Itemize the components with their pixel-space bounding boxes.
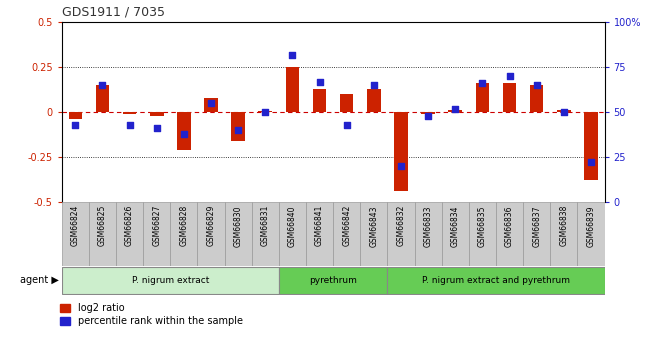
Bar [550,202,577,266]
Point [341,122,352,127]
Bar [387,202,415,266]
Bar [523,202,551,266]
Text: GSM66842: GSM66842 [342,205,351,246]
Bar [204,98,218,112]
Point [179,131,189,136]
Bar [313,89,326,112]
Text: GSM66828: GSM66828 [179,205,188,246]
Bar [415,202,442,266]
Point [287,52,298,58]
Bar [177,112,190,150]
Text: GSM66843: GSM66843 [369,205,378,247]
Point [423,113,434,118]
Bar [198,202,225,266]
Bar [285,67,299,112]
Bar [496,202,523,266]
Point [260,109,270,115]
Bar [252,202,279,266]
Text: GSM66827: GSM66827 [152,205,161,246]
Bar [584,112,598,180]
Text: GSM66826: GSM66826 [125,205,134,246]
Text: P. nigrum extract and pyrethrum: P. nigrum extract and pyrethrum [422,276,570,285]
Bar [448,110,462,112]
Point [124,122,135,127]
Bar [442,202,469,266]
Bar [150,112,164,116]
Bar [577,202,605,266]
Text: GSM66831: GSM66831 [261,205,270,246]
Point [206,100,216,106]
Bar [476,83,489,112]
Text: GSM66835: GSM66835 [478,205,487,247]
Text: GSM66825: GSM66825 [98,205,107,246]
Text: GSM66836: GSM66836 [505,205,514,247]
Bar [360,202,387,266]
Text: GSM66838: GSM66838 [559,205,568,246]
Bar [89,202,116,266]
Bar [225,202,252,266]
Bar [333,202,360,266]
Bar [231,112,245,141]
Text: pyrethrum: pyrethrum [309,276,357,285]
Bar [387,267,604,294]
Text: GSM66833: GSM66833 [424,205,433,247]
Bar [279,202,306,266]
Bar [502,83,516,112]
Point [558,109,569,115]
Text: GSM66841: GSM66841 [315,205,324,246]
Bar [367,89,381,112]
Text: GDS1911 / 7035: GDS1911 / 7035 [62,6,164,19]
Point [396,163,406,169]
Text: GSM66834: GSM66834 [450,205,460,247]
Bar [306,202,333,266]
Bar [123,112,136,114]
Bar [96,85,109,112]
Bar [62,267,279,294]
Bar [279,267,387,294]
Point [504,73,515,79]
Text: GSM66830: GSM66830 [233,205,242,247]
Text: GSM66840: GSM66840 [288,205,297,247]
Bar [62,202,89,266]
Point [315,79,325,85]
Bar [421,112,435,114]
Bar [530,85,543,112]
Text: P. nigrum extract: P. nigrum extract [131,276,209,285]
Point [98,82,108,88]
Point [70,122,81,127]
Text: GSM66839: GSM66839 [586,205,595,247]
Bar [394,112,408,191]
Text: agent ▶: agent ▶ [20,275,58,285]
Bar [143,202,170,266]
Point [532,82,542,88]
Bar [259,111,272,112]
Bar [340,94,354,112]
Legend: log2 ratio, percentile rank within the sample: log2 ratio, percentile rank within the s… [60,303,242,326]
Text: GSM66832: GSM66832 [396,205,406,246]
Text: GSM66829: GSM66829 [207,205,216,246]
Bar [170,202,198,266]
Point [477,81,488,86]
Text: GSM66824: GSM66824 [71,205,80,246]
Point [233,127,243,133]
Text: GSM66837: GSM66837 [532,205,541,247]
Bar [68,112,82,119]
Point [586,160,596,165]
Bar [469,202,496,266]
Point [369,82,379,88]
Point [151,126,162,131]
Bar [557,110,571,112]
Point [450,106,460,111]
Bar [116,202,143,266]
